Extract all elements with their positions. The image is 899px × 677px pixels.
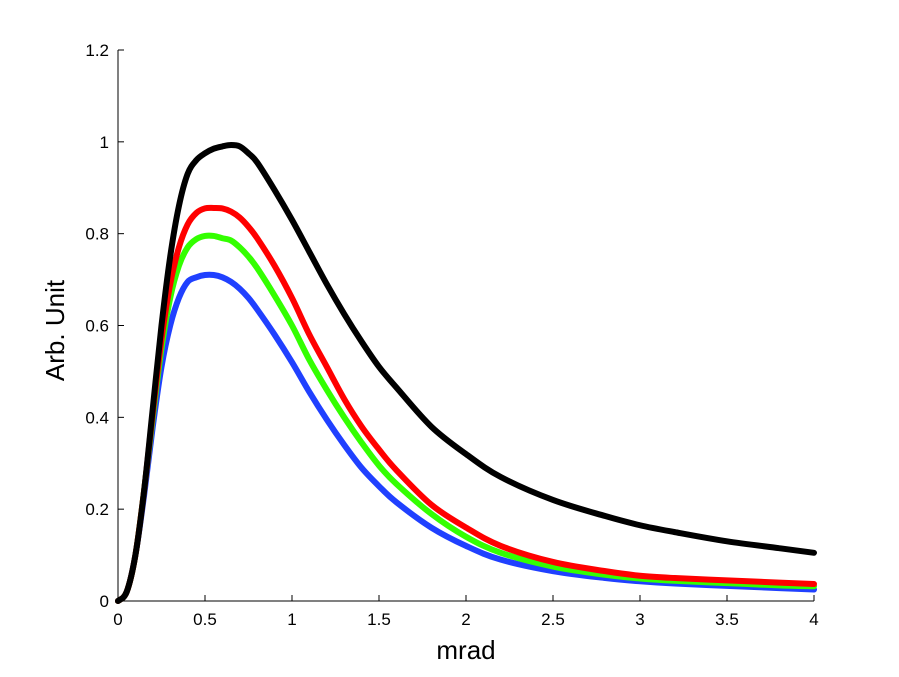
x-tick-label: 1: [287, 610, 296, 629]
x-tick-label: 2: [461, 610, 470, 629]
x-tick-label: 4: [809, 610, 818, 629]
series-line-black: [115, 142, 817, 604]
y-tick-label: 1.2: [85, 41, 109, 60]
x-tick-label: 3: [635, 610, 644, 629]
y-tick-label: 1: [100, 133, 109, 152]
y-tick-label: 0.4: [85, 408, 109, 427]
axes: 0 0.5 1 1.5 2 2.5 3 3.5 4 0 0.2 0.4 0.6 0.8 1 1.2: [85, 41, 818, 629]
y-tick-label: 0.8: [85, 225, 109, 244]
series-line-blue: [115, 271, 817, 604]
y-tick-label: 0.6: [85, 317, 109, 336]
y-tick-label: 0.2: [85, 500, 109, 519]
x-tick-label: 1.5: [367, 610, 391, 629]
x-tick-label: 3.5: [715, 610, 739, 629]
x-tick-label: 0.5: [193, 610, 217, 629]
x-axis-title: mrad: [436, 635, 495, 665]
y-tick-label: 0: [100, 592, 109, 611]
series-layer: [115, 142, 817, 604]
series-line-red: [115, 204, 817, 604]
x-tick-label: 0: [113, 610, 122, 629]
y-axis-title: Arb. Unit: [40, 279, 70, 381]
x-tick-label: 2.5: [541, 610, 565, 629]
